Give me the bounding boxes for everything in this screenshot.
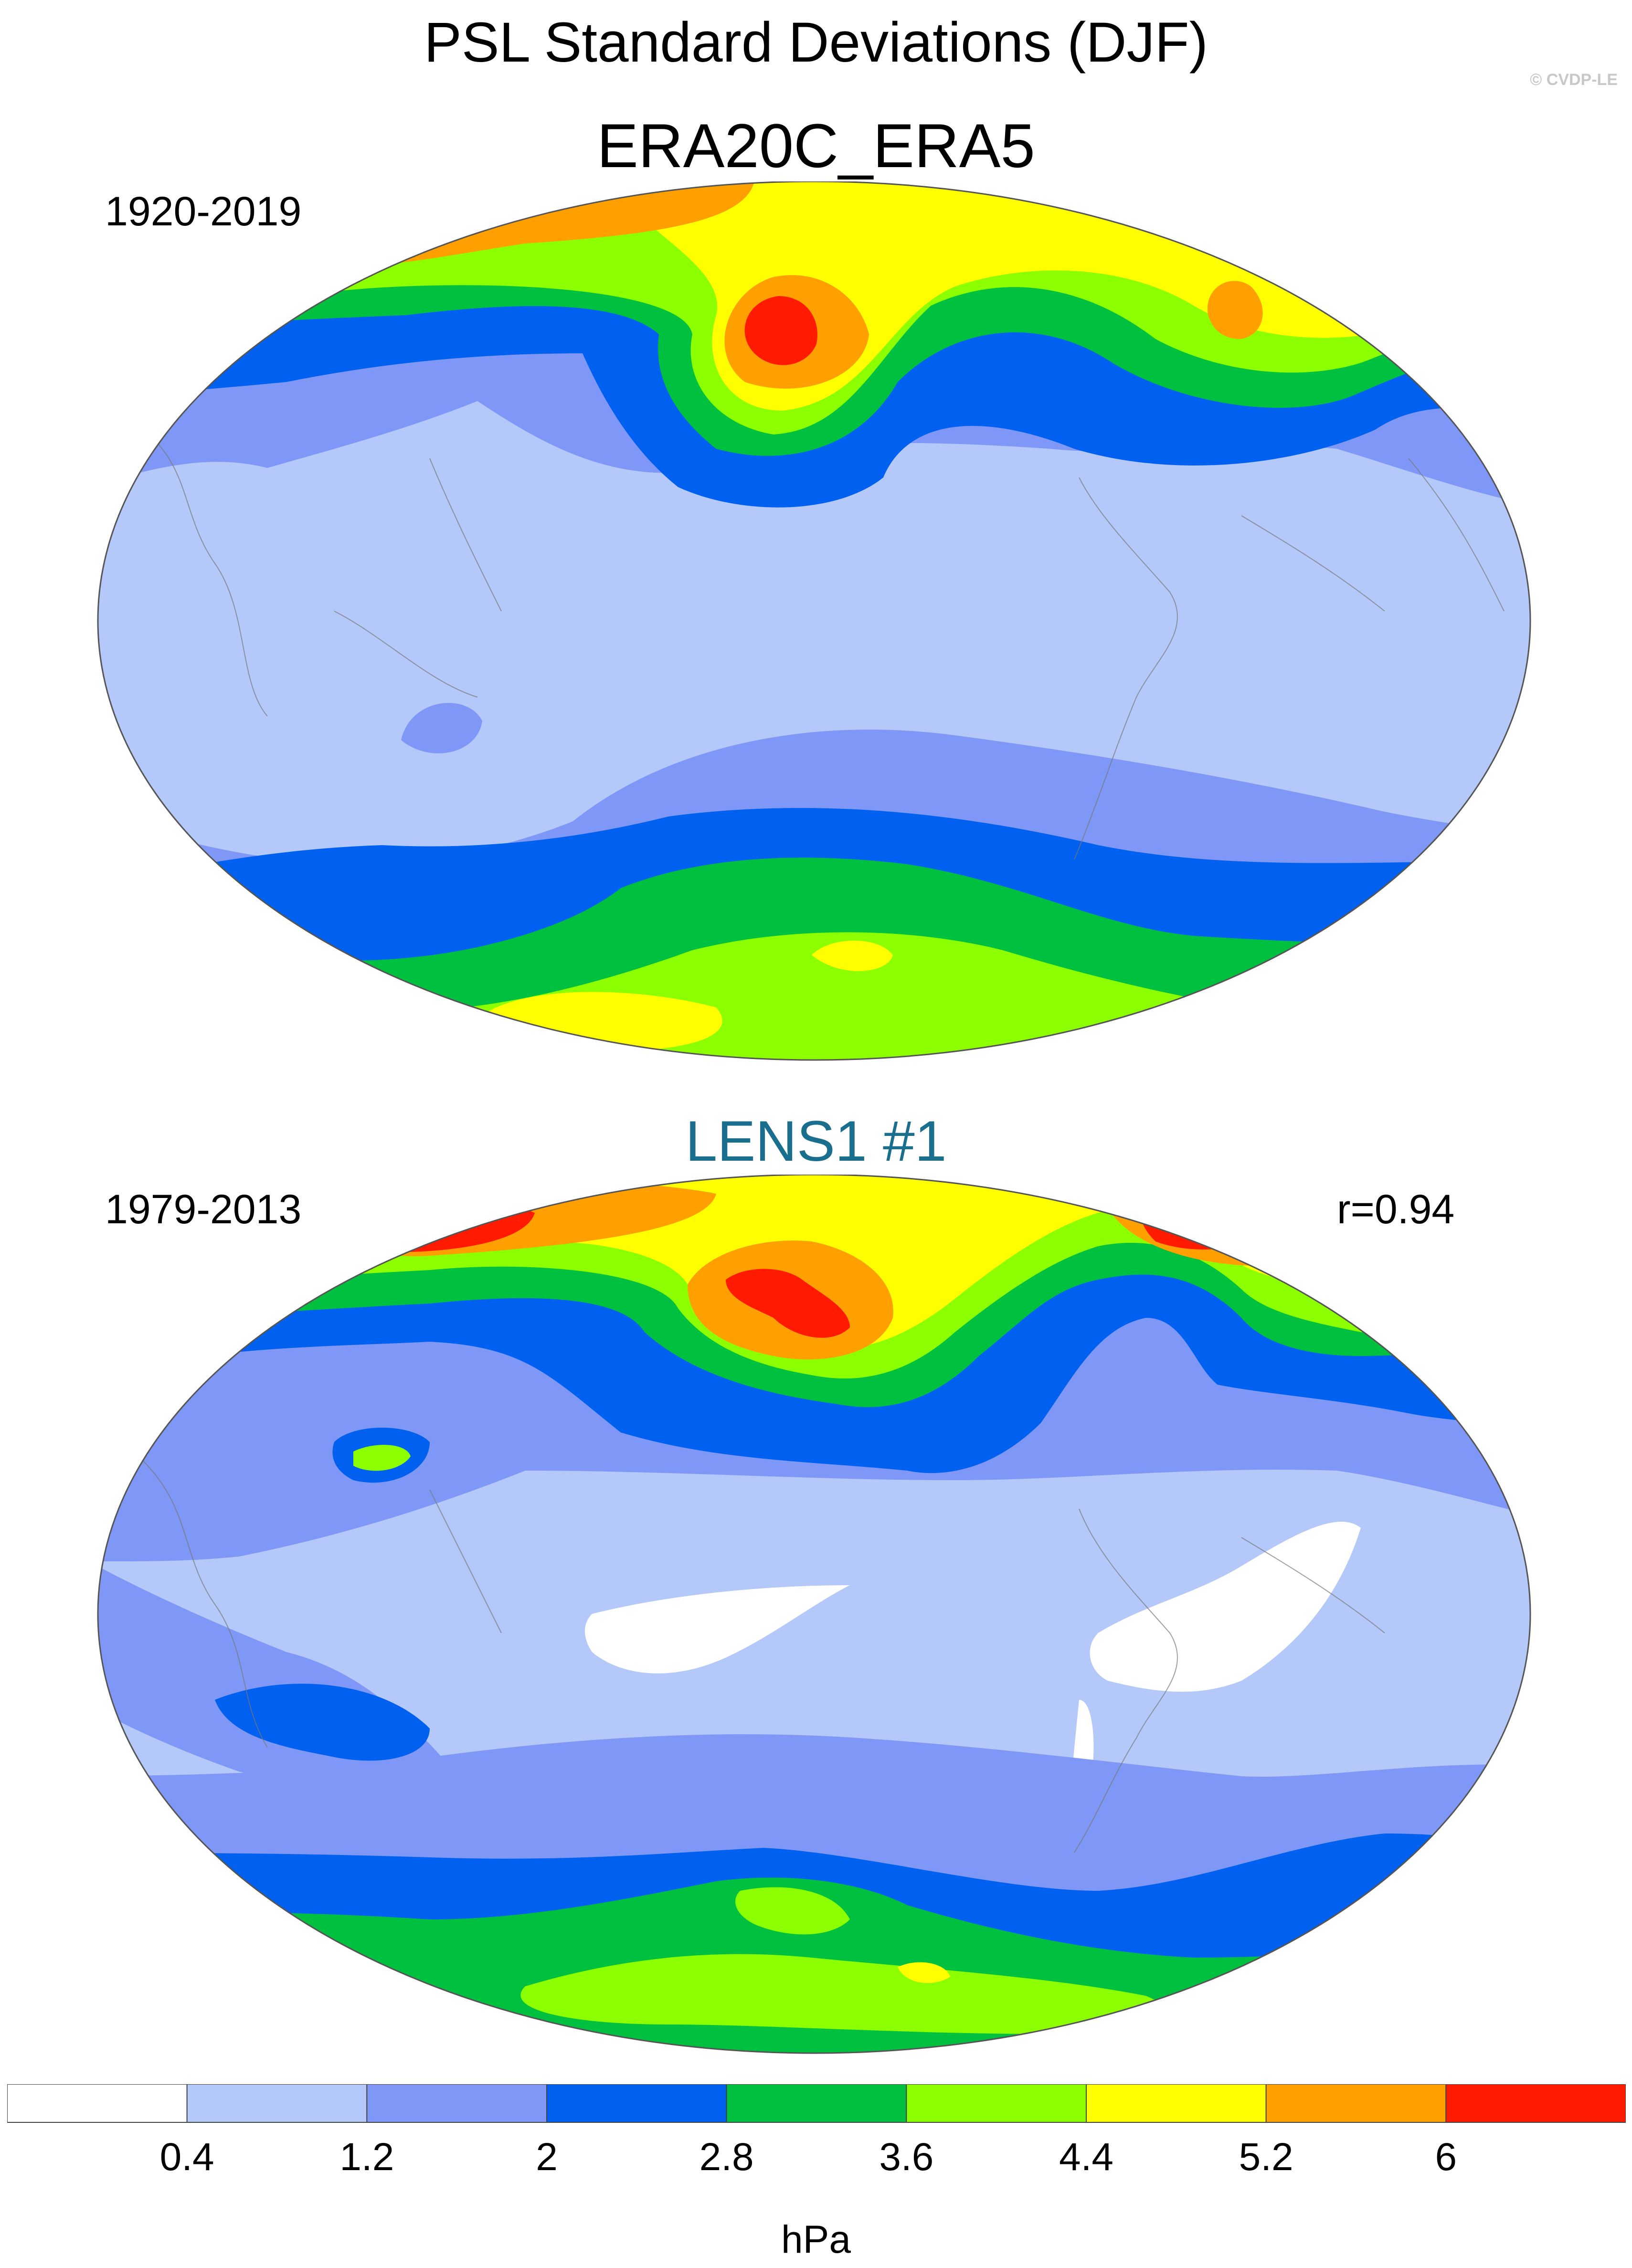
colorbar-tick-label: 2.8 [699,2135,754,2179]
colorbar-tick-label: 2 [536,2135,558,2179]
colorbar-tick-label: 3.6 [879,2135,933,2179]
colorbar-tick-label: 5.2 [1239,2135,1293,2179]
panel2-title: LENS1 #1 [685,1109,947,1173]
colorbar-tick-label: 0.4 [160,2135,214,2179]
colorbar-swatch-4 [726,2084,907,2123]
colorbar-swatch-2 [366,2084,547,2123]
colorbar-swatch-8 [1445,2084,1626,2123]
panel1-title: ERA20C_ERA5 [597,111,1035,180]
colorbar-tick-label: 4.4 [1059,2135,1113,2179]
shade-level-5-south [520,1887,1165,2034]
shade-level-8 [744,296,817,365]
colorbar-tick-label: 6 [1435,2135,1457,2179]
shade-level-3-pacific [215,1684,430,1761]
watermark: © CVDP-LE [1530,71,1618,89]
colorbar: 0.4 1.2 2 2.8 3.6 4.4 5.2 6 [7,2084,1626,2179]
panel1-period: 1920-2019 [105,189,302,234]
colorbar-swatch-7 [1265,2084,1447,2123]
panel2-period: 1979-2013 [105,1187,302,1232]
shade-level-0-east [1090,1522,1361,1692]
shade-level-0 [585,1585,850,1674]
panel2-map [97,1175,1531,2054]
colorbar-swatch-3 [546,2084,727,2123]
panel2-correlation: r=0.94 [1337,1187,1455,1232]
shade-level-5-patch [353,1445,411,1471]
colorbar-swatch-0 [7,2084,188,2123]
colorbar-unit-label: hPa [781,2218,851,2261]
shade-level-2-patch [401,703,482,753]
colorbar-tick-label: 1.2 [339,2135,394,2179]
colorbar-swatch-1 [186,2084,368,2123]
panel1-map [97,181,1531,1061]
shade-level-6-south [898,1962,950,1983]
colorbar-swatch-6 [1086,2084,1267,2123]
colorbar-swatch-5 [906,2084,1087,2123]
figure-title: PSL Standard Deviations (DJF) [424,11,1208,74]
